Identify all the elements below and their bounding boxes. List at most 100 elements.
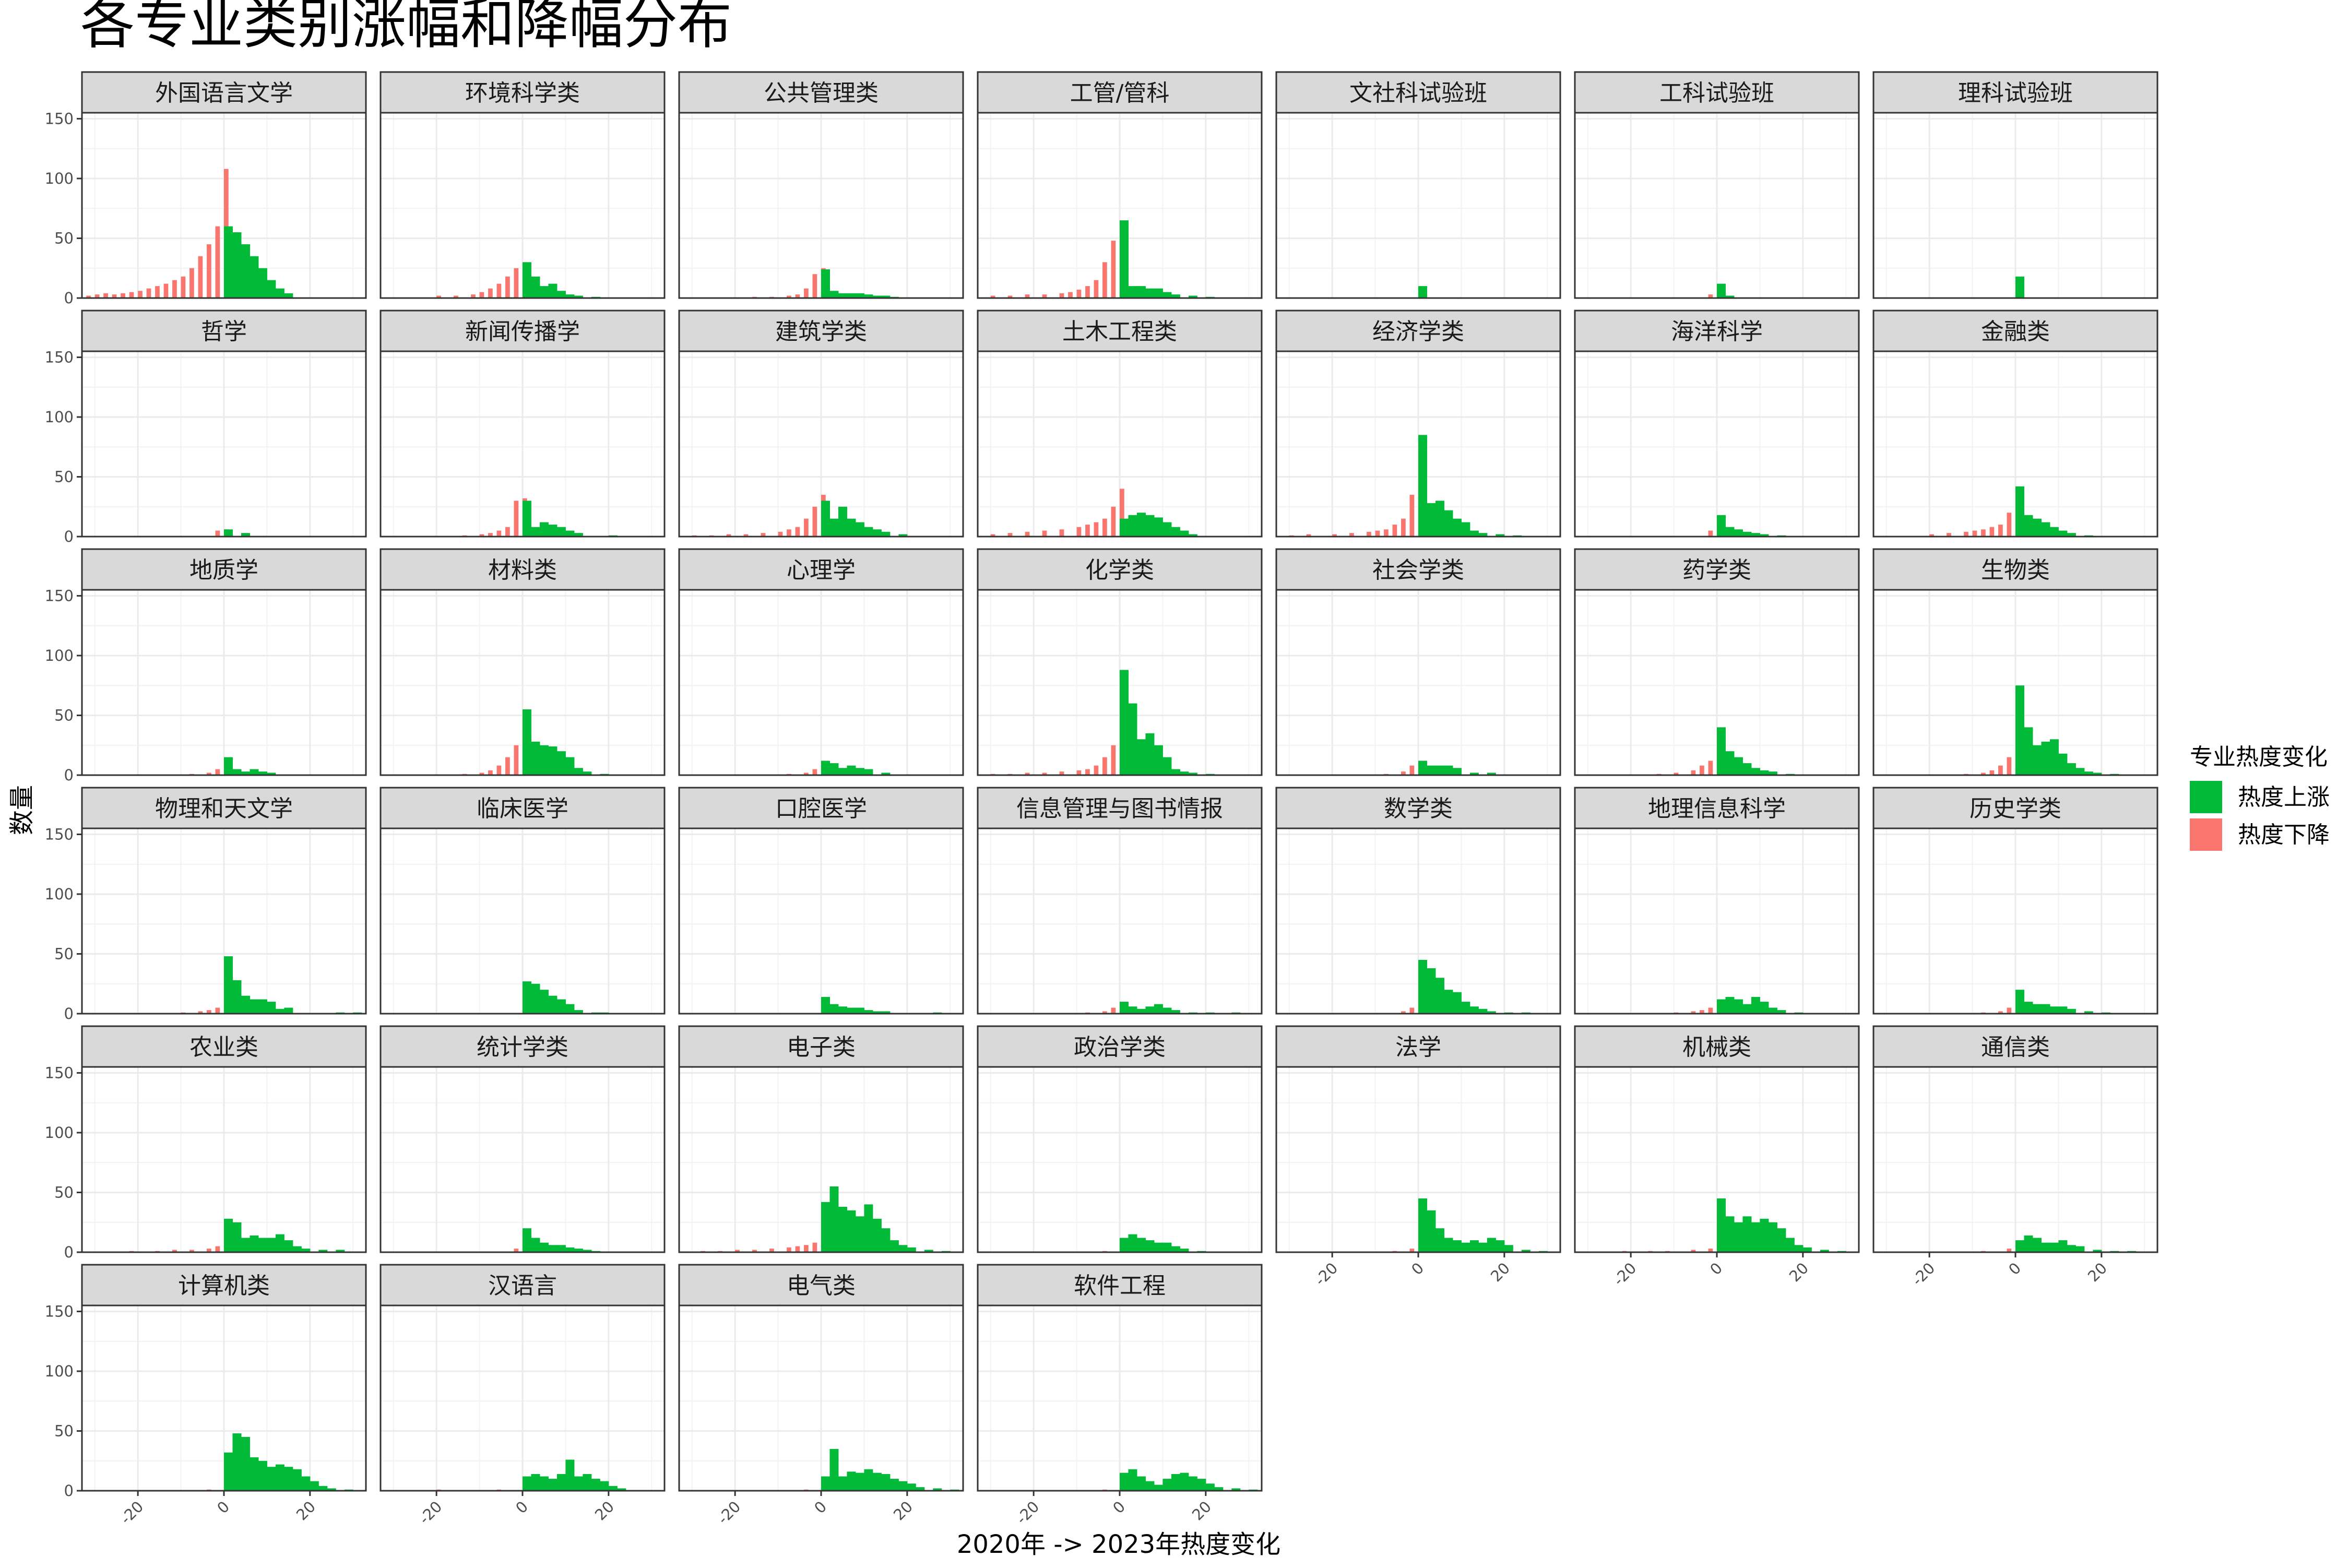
bar-decrease [2007, 1007, 2012, 1014]
bar-increase [1504, 1245, 1513, 1252]
panel-border [1574, 827, 1860, 1015]
bar-increase [881, 295, 891, 298]
panel-border [1574, 350, 1860, 538]
y-tick-label: 50 [54, 468, 74, 485]
facet-strip [1872, 548, 2158, 591]
bar-decrease [1059, 293, 1064, 298]
bar-increase [1120, 518, 1129, 537]
bar-increase [1760, 1002, 1769, 1014]
facet-panel: 汉语言 -20 0 20 [379, 1264, 666, 1528]
bar-increase [1205, 1483, 1215, 1491]
bar-decrease [488, 770, 493, 775]
facet-strip [1574, 71, 1860, 114]
y-tick-label: 150 [45, 825, 74, 843]
bar-increase [1444, 1238, 1453, 1252]
bar-increase [821, 1202, 830, 1252]
bar-increase [1154, 1242, 1163, 1252]
y-tick-label: 0 [64, 1243, 74, 1261]
facet-title: 电子类 [787, 1034, 856, 1061]
bar-decrease [1674, 773, 1679, 775]
bar-decrease [198, 256, 203, 298]
y-tick-label: 100 [45, 1362, 74, 1380]
bar-decrease [1384, 529, 1389, 537]
facet-panel: 电子类 [678, 1025, 964, 1253]
x-tick-label: 20 [293, 1498, 319, 1524]
bar-increase [2015, 685, 2024, 775]
bar-decrease [505, 276, 510, 298]
bar-increase [548, 525, 557, 537]
bar-decrease [488, 533, 493, 537]
facet-panel: 口腔医学 [678, 787, 964, 1015]
bar-increase [1128, 286, 1137, 298]
panel-border [1275, 589, 1561, 776]
bar-increase [565, 294, 575, 298]
facet-title: 软件工程 [1074, 1273, 1166, 1299]
bar-increase [574, 1249, 583, 1252]
bar-decrease [1042, 773, 1047, 775]
bar-increase [1128, 1469, 1137, 1491]
bar-decrease [86, 295, 91, 298]
bar-increase [1120, 220, 1129, 298]
y-tick-label: 150 [45, 1064, 74, 1082]
bar-increase [232, 1222, 242, 1252]
bar-increase [1469, 530, 1479, 537]
bar-increase [548, 1479, 557, 1491]
facet-panel: 电气类 -20 0 20 [678, 1264, 964, 1528]
bar-increase [250, 1457, 259, 1491]
bar-increase [1734, 757, 1743, 775]
bar-increase [556, 527, 566, 537]
bar-increase [1751, 996, 1760, 1014]
bar-increase [1171, 527, 1180, 537]
bar-increase [1742, 1004, 1752, 1014]
bar-increase [583, 771, 592, 775]
bar-increase [847, 1007, 856, 1014]
facet-panel: 经济学类 [1275, 310, 1561, 538]
bar-increase [1188, 773, 1197, 775]
bar-increase [565, 1459, 575, 1491]
bar-increase [1751, 533, 1760, 537]
bar-increase [2049, 1006, 2059, 1014]
legend-swatch [2190, 781, 2222, 813]
bar-increase [1136, 286, 1146, 298]
bar-increase [232, 1433, 242, 1491]
bar-decrease [761, 533, 766, 537]
bar-increase [2058, 1240, 2068, 1252]
bar-decrease [735, 1250, 740, 1252]
bar-increase [1162, 1242, 1172, 1252]
bar-decrease [215, 769, 220, 775]
bar-decrease [479, 534, 484, 537]
bar-increase [855, 293, 864, 298]
bar-decrease [514, 745, 519, 775]
bar-increase [881, 773, 891, 775]
bar-decrease [1102, 757, 1107, 775]
bar-increase [1452, 768, 1462, 775]
bar-decrease [189, 268, 194, 298]
facet-strip [1275, 310, 1561, 352]
x-tick-label: 20 [1487, 1259, 1513, 1285]
facet-title: 公共管理类 [764, 80, 879, 106]
bar-increase [2075, 768, 2085, 775]
facet-title: 哲学 [201, 318, 247, 345]
bar-increase [301, 1476, 311, 1491]
bar-increase [838, 768, 847, 775]
bar-decrease [112, 294, 117, 298]
bar-increase [574, 1476, 583, 1491]
facet-panel: 软件工程 -20 0 20 [977, 1264, 1263, 1528]
facet-title: 机械类 [1682, 1034, 1751, 1061]
bar-increase [1521, 1250, 1531, 1252]
bar-increase [1734, 1222, 1743, 1252]
bar-increase [1742, 1216, 1752, 1252]
bar-increase [1768, 771, 1777, 775]
bar-decrease [2007, 757, 2012, 775]
panel-border [1872, 112, 2158, 299]
panel-border [379, 827, 666, 1015]
bar-increase [898, 534, 908, 537]
facet-panel: 生物类 [1872, 548, 2158, 776]
bar-increase [548, 995, 557, 1014]
bar-increase [1725, 295, 1735, 298]
x-tick-label: -20 [1311, 1259, 1342, 1289]
facet-title: 理科试验班 [1958, 80, 2073, 106]
bar-increase [1171, 769, 1180, 775]
bar-increase [881, 1474, 891, 1491]
